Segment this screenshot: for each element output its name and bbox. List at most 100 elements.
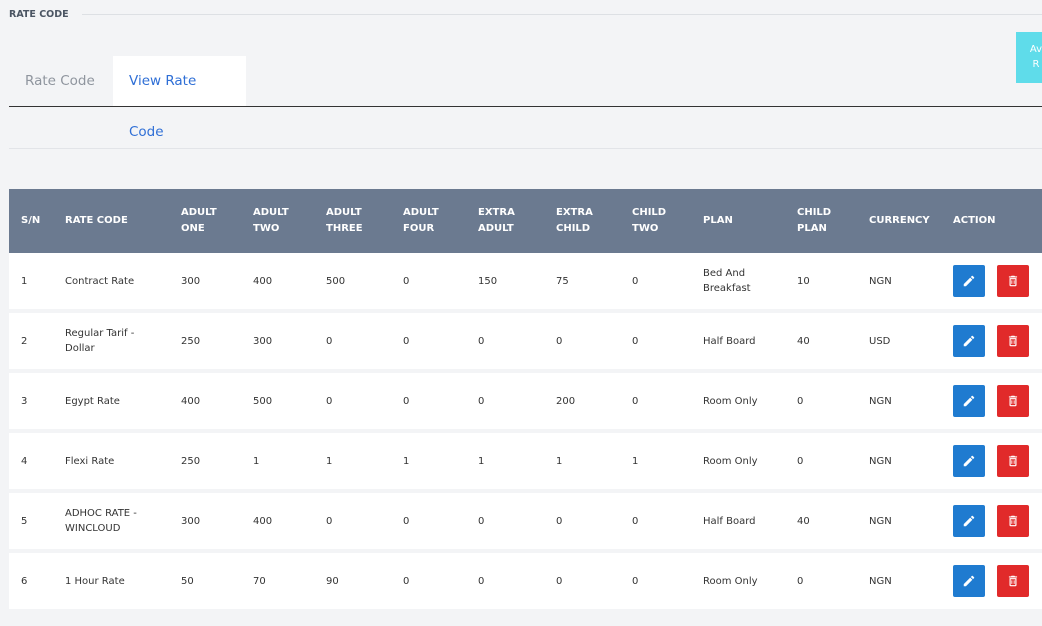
- table-cell: 400: [181, 395, 201, 407]
- table-cell: 150: [478, 275, 498, 287]
- table-cell: 1: [556, 455, 563, 467]
- table-cell: Flexi Rate: [65, 455, 115, 467]
- edit-button[interactable]: [953, 505, 985, 537]
- column-header: ADULT TWO: [253, 207, 289, 234]
- column-header: CHILD PLAN: [797, 207, 832, 234]
- table-cell: 0: [403, 515, 410, 527]
- table-cell: Bed And Breakfast: [703, 268, 751, 294]
- table-cell: Regular Tarif - Dollar: [65, 328, 135, 354]
- table-cell: Half Board: [703, 335, 756, 347]
- side-button[interactable]: Av R: [1016, 32, 1042, 83]
- table-cell: 0: [632, 335, 639, 347]
- table-cell: 300: [181, 275, 201, 287]
- table-cell: 0: [797, 395, 804, 407]
- delete-button[interactable]: [997, 265, 1029, 297]
- table-cell: NGN: [869, 275, 892, 287]
- table-cell: 0: [556, 575, 563, 587]
- table-cell: 1 Hour Rate: [65, 575, 125, 587]
- table-cell: 0: [556, 335, 563, 347]
- table-cell: NGN: [869, 575, 892, 587]
- column-header: EXTRA CHILD: [556, 207, 593, 234]
- table-cell: NGN: [869, 455, 892, 467]
- table-cell: 1: [478, 455, 485, 467]
- tab[interactable]: Rate Code: [25, 73, 95, 89]
- table-cell: 200: [556, 395, 576, 407]
- table-cell: Room Only: [703, 455, 758, 467]
- table-cell: 0: [632, 575, 639, 587]
- column-header: RATE CODE: [65, 215, 128, 226]
- table-cell: 4: [21, 455, 28, 467]
- delete-button[interactable]: [997, 565, 1029, 597]
- edit-button[interactable]: [953, 265, 985, 297]
- table-row: [9, 253, 1042, 309]
- column-header: ADULT FOUR: [403, 207, 439, 234]
- table-cell: 400: [253, 275, 273, 287]
- column-header: ADULT ONE: [181, 207, 217, 234]
- table-cell: 10: [797, 275, 810, 287]
- table-cell: 0: [797, 455, 804, 467]
- table-cell: 0: [326, 395, 333, 407]
- table-row: [9, 433, 1042, 489]
- column-header: PLAN: [703, 215, 733, 226]
- table-cell: 0: [556, 515, 563, 527]
- delete-button[interactable]: [997, 445, 1029, 477]
- table-cell: NGN: [869, 395, 892, 407]
- table-cell: 1: [632, 455, 639, 467]
- column-header: ACTION: [953, 215, 996, 226]
- table-cell: 0: [326, 515, 333, 527]
- table-cell: 6: [21, 575, 28, 587]
- table-cell: 250: [181, 455, 201, 467]
- delete-button[interactable]: [997, 325, 1029, 357]
- edit-button[interactable]: [953, 445, 985, 477]
- table-cell: 0: [478, 515, 485, 527]
- delete-button[interactable]: [997, 505, 1029, 537]
- divider: [82, 14, 1042, 15]
- table-cell: 0: [478, 395, 485, 407]
- table-row: [9, 553, 1042, 609]
- table-cell: Egypt Rate: [65, 395, 120, 407]
- table-cell: 0: [478, 335, 485, 347]
- column-header: CHILD TWO: [632, 207, 667, 234]
- table-cell: 1: [21, 275, 28, 287]
- table-cell: 0: [403, 575, 410, 587]
- delete-button[interactable]: [997, 385, 1029, 417]
- divider: [9, 148, 1042, 149]
- table-cell: 500: [253, 395, 273, 407]
- table-cell: ADHOC RATE - WINCLOUD: [65, 508, 137, 534]
- table-cell: 2: [21, 335, 28, 347]
- table-cell: 500: [326, 275, 346, 287]
- tab-active[interactable]: View Rate Code: [113, 56, 246, 140]
- table-cell: Room Only: [703, 395, 758, 407]
- edit-button[interactable]: [953, 325, 985, 357]
- table-cell: 0: [632, 275, 639, 287]
- table-cell: NGN: [869, 515, 892, 527]
- column-header: S/N: [21, 215, 41, 226]
- column-header: EXTRA ADULT: [478, 207, 515, 234]
- column-header: ADULT THREE: [326, 207, 363, 234]
- table-cell: Contract Rate: [65, 275, 135, 287]
- tab-line: [9, 106, 1042, 107]
- table-cell: 0: [403, 395, 410, 407]
- table-cell: 0: [632, 515, 639, 527]
- table-cell: 0: [632, 395, 639, 407]
- table-cell: 70: [253, 575, 266, 587]
- column-header: CURRENCY: [869, 215, 930, 226]
- table-cell: Room Only: [703, 575, 758, 587]
- table-cell: 0: [797, 575, 804, 587]
- edit-button[interactable]: [953, 385, 985, 417]
- table-cell: 0: [403, 275, 410, 287]
- table-row: [9, 493, 1042, 549]
- table-cell: 0: [403, 335, 410, 347]
- table-cell: 0: [478, 575, 485, 587]
- edit-button[interactable]: [953, 565, 985, 597]
- table-cell: 1: [403, 455, 410, 467]
- table-cell: 1: [326, 455, 333, 467]
- table-cell: 40: [797, 515, 810, 527]
- button-text: R: [1032, 59, 1040, 70]
- table-row: [9, 373, 1042, 429]
- table-header: [9, 189, 1042, 253]
- table-cell: 400: [253, 515, 273, 527]
- table-cell: 40: [797, 335, 810, 347]
- table-cell: Half Board: [703, 515, 756, 527]
